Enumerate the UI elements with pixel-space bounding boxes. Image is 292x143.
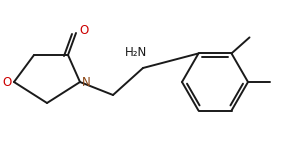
Text: O: O — [79, 24, 89, 37]
Text: H₂N: H₂N — [125, 45, 147, 58]
Text: O: O — [2, 76, 12, 89]
Text: N: N — [82, 77, 91, 90]
